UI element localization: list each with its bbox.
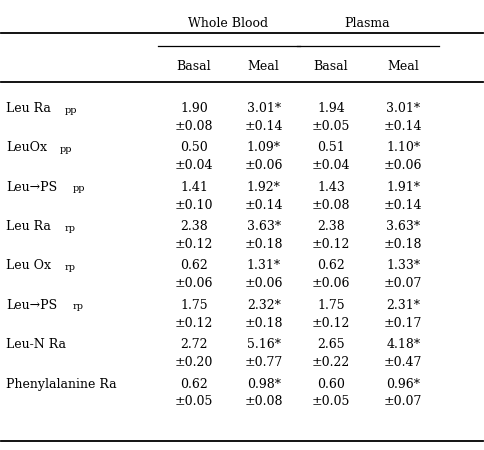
Text: 1.31*: 1.31* xyxy=(246,260,281,272)
Text: Leu Ox: Leu Ox xyxy=(6,260,51,272)
Text: LeuOx: LeuOx xyxy=(6,141,47,154)
Text: ±0.06: ±0.06 xyxy=(312,277,350,290)
Text: Leu→PS: Leu→PS xyxy=(6,299,57,312)
Text: 1.09*: 1.09* xyxy=(247,141,281,154)
Text: ±0.04: ±0.04 xyxy=(312,159,350,172)
Text: ±0.12: ±0.12 xyxy=(175,238,213,251)
Text: 1.91*: 1.91* xyxy=(386,181,420,194)
Text: ±0.05: ±0.05 xyxy=(312,396,350,409)
Text: ±0.07: ±0.07 xyxy=(384,277,423,290)
Text: ±0.14: ±0.14 xyxy=(384,198,423,211)
Text: 2.72: 2.72 xyxy=(180,338,208,351)
Text: Leu Ra: Leu Ra xyxy=(6,102,51,115)
Text: 3.63*: 3.63* xyxy=(386,220,420,233)
Text: ±0.17: ±0.17 xyxy=(384,317,423,330)
Text: 1.75: 1.75 xyxy=(317,299,345,312)
Text: ±0.12: ±0.12 xyxy=(312,238,350,251)
Text: 2.31*: 2.31* xyxy=(386,299,420,312)
Text: ±0.06: ±0.06 xyxy=(244,159,283,172)
Text: 0.62: 0.62 xyxy=(180,260,208,272)
Text: ±0.06: ±0.06 xyxy=(175,277,213,290)
Text: Plasma: Plasma xyxy=(344,17,390,30)
Text: Meal: Meal xyxy=(387,59,419,72)
Text: rp: rp xyxy=(65,263,76,272)
Text: Phenylalanine Ra: Phenylalanine Ra xyxy=(6,378,117,391)
Text: ±0.22: ±0.22 xyxy=(312,356,350,369)
Text: 0.51: 0.51 xyxy=(317,141,345,154)
Text: 3.01*: 3.01* xyxy=(246,102,281,115)
Text: 2.32*: 2.32* xyxy=(247,299,281,312)
Text: ±0.12: ±0.12 xyxy=(312,317,350,330)
Text: Leu-N Ra: Leu-N Ra xyxy=(6,338,66,351)
Text: 1.94: 1.94 xyxy=(317,102,345,115)
Text: ±0.04: ±0.04 xyxy=(175,159,213,172)
Text: ±0.20: ±0.20 xyxy=(175,356,213,369)
Text: 2.38: 2.38 xyxy=(317,220,345,233)
Text: ±0.05: ±0.05 xyxy=(175,396,213,409)
Text: 3.63*: 3.63* xyxy=(246,220,281,233)
Text: ±0.08: ±0.08 xyxy=(175,120,213,133)
Text: 0.98*: 0.98* xyxy=(247,378,281,391)
Text: 1.75: 1.75 xyxy=(180,299,208,312)
Text: ±0.18: ±0.18 xyxy=(384,238,423,251)
Text: 0.96*: 0.96* xyxy=(386,378,420,391)
Text: 1.43: 1.43 xyxy=(317,181,345,194)
Text: ±0.06: ±0.06 xyxy=(384,159,423,172)
Text: ±0.05: ±0.05 xyxy=(312,120,350,133)
Text: 3.01*: 3.01* xyxy=(386,102,420,115)
Text: 2.38: 2.38 xyxy=(180,220,208,233)
Text: pp: pp xyxy=(65,106,77,115)
Text: 0.50: 0.50 xyxy=(180,141,208,154)
Text: Whole Blood: Whole Blood xyxy=(188,17,269,30)
Text: ±0.08: ±0.08 xyxy=(312,198,350,211)
Text: 2.65: 2.65 xyxy=(317,338,345,351)
Text: ±0.14: ±0.14 xyxy=(384,120,423,133)
Text: 1.10*: 1.10* xyxy=(386,141,420,154)
Text: ±0.06: ±0.06 xyxy=(244,277,283,290)
Text: pp: pp xyxy=(73,184,85,194)
Text: ±0.14: ±0.14 xyxy=(244,198,283,211)
Text: ±0.77: ±0.77 xyxy=(244,356,283,369)
Text: Leu Ra: Leu Ra xyxy=(6,220,51,233)
Text: ±0.08: ±0.08 xyxy=(244,396,283,409)
Text: Leu→PS: Leu→PS xyxy=(6,181,57,194)
Text: 5.16*: 5.16* xyxy=(247,338,281,351)
Text: rp: rp xyxy=(73,302,84,311)
Text: ±0.18: ±0.18 xyxy=(244,317,283,330)
Text: 1.90: 1.90 xyxy=(180,102,208,115)
Text: 0.62: 0.62 xyxy=(317,260,345,272)
Text: 1.33*: 1.33* xyxy=(386,260,420,272)
Text: ±0.07: ±0.07 xyxy=(384,396,423,409)
Text: 1.41: 1.41 xyxy=(180,181,208,194)
Text: 0.60: 0.60 xyxy=(317,378,345,391)
Text: 1.92*: 1.92* xyxy=(247,181,281,194)
Text: Basal: Basal xyxy=(177,59,211,72)
Text: Basal: Basal xyxy=(314,59,348,72)
Text: pp: pp xyxy=(60,145,72,154)
Text: ±0.18: ±0.18 xyxy=(244,238,283,251)
Text: ±0.12: ±0.12 xyxy=(175,317,213,330)
Text: ±0.47: ±0.47 xyxy=(384,356,423,369)
Text: ±0.10: ±0.10 xyxy=(175,198,213,211)
Text: ±0.14: ±0.14 xyxy=(244,120,283,133)
Text: 4.18*: 4.18* xyxy=(386,338,420,351)
Text: 0.62: 0.62 xyxy=(180,378,208,391)
Text: Meal: Meal xyxy=(248,59,280,72)
Text: rp: rp xyxy=(65,224,76,233)
